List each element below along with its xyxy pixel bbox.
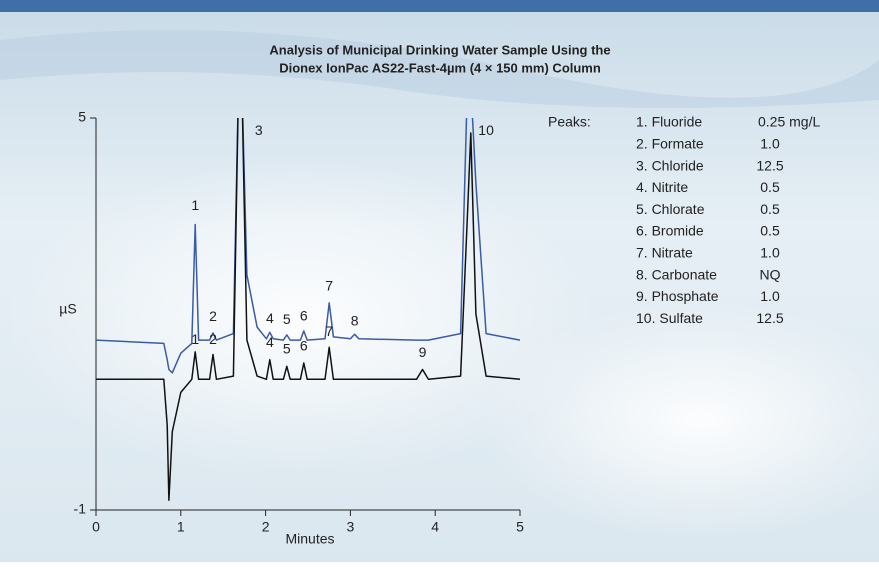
peak-label: 3 <box>255 122 263 138</box>
peak-label: 4 <box>266 334 274 350</box>
peak-amount: 12.5 <box>756 310 783 326</box>
peak-amount: 1.0 <box>760 245 780 261</box>
chart-title: Analysis of Municipal Drinking Water Sam… <box>269 42 610 57</box>
peak-name: 3. Chloride <box>636 157 704 173</box>
x-tick-label: 2 <box>262 519 270 535</box>
peak-label: 7 <box>325 277 333 293</box>
chart-subtitle: Dionex IonPac AS22-Fast-4µm (4 × 150 mm)… <box>279 60 601 75</box>
x-tick-label: 4 <box>431 519 439 535</box>
x-tick-label: 5 <box>516 519 524 535</box>
top-band <box>0 0 879 12</box>
peak-label: 1 <box>191 331 199 347</box>
peak-label: 1 <box>191 197 199 213</box>
y-axis-label: µS <box>59 301 76 317</box>
peak-label: 7 <box>325 323 333 339</box>
peak-amount: 0.25 mg/L <box>758 114 820 130</box>
x-tick-label: 1 <box>177 519 185 535</box>
peak-name: 4. Nitrite <box>636 179 688 195</box>
peak-name: 10. Sulfate <box>636 310 703 326</box>
peak-label: 6 <box>300 337 308 353</box>
peak-amount: 0.5 <box>760 223 780 239</box>
peak-label: 6 <box>300 307 308 323</box>
peak-amount: 1.0 <box>760 288 780 304</box>
peak-amount: 12.5 <box>756 157 783 173</box>
peak-label: 4 <box>266 310 274 326</box>
peak-amount: 0.5 <box>760 201 780 217</box>
peak-name: 2. Formate <box>636 136 704 152</box>
peak-label: 9 <box>419 344 427 360</box>
peak-label: 5 <box>283 341 291 357</box>
y-tick-label: -1 <box>74 501 87 517</box>
peak-name: 5. Chlorate <box>636 201 705 217</box>
peak-label: 8 <box>351 313 359 329</box>
peak-name: 8. Carbonate <box>636 266 717 282</box>
x-tick-label: 0 <box>92 519 100 535</box>
peak-name: 9. Phosphate <box>636 288 719 304</box>
peak-name: 6. Bromide <box>636 223 704 239</box>
peak-amount: 1.0 <box>760 136 780 152</box>
peak-label: 5 <box>283 311 291 327</box>
peak-label: 2 <box>209 331 217 347</box>
peak-name: 7. Nitrate <box>636 245 693 261</box>
x-tick-label: 3 <box>347 519 355 535</box>
peak-label: 2 <box>209 308 217 324</box>
peak-amount: 0.5 <box>760 179 780 195</box>
y-tick-label: 5 <box>78 109 86 125</box>
chart: Analysis of Municipal Drinking Water Sam… <box>0 0 879 562</box>
peak-amount: NQ <box>760 266 781 282</box>
peak-label: 10 <box>478 122 494 138</box>
peak-name: 1. Fluoride <box>636 114 702 130</box>
peaks-heading: Peaks: <box>548 114 591 130</box>
x-axis-label: Minutes <box>285 531 334 547</box>
